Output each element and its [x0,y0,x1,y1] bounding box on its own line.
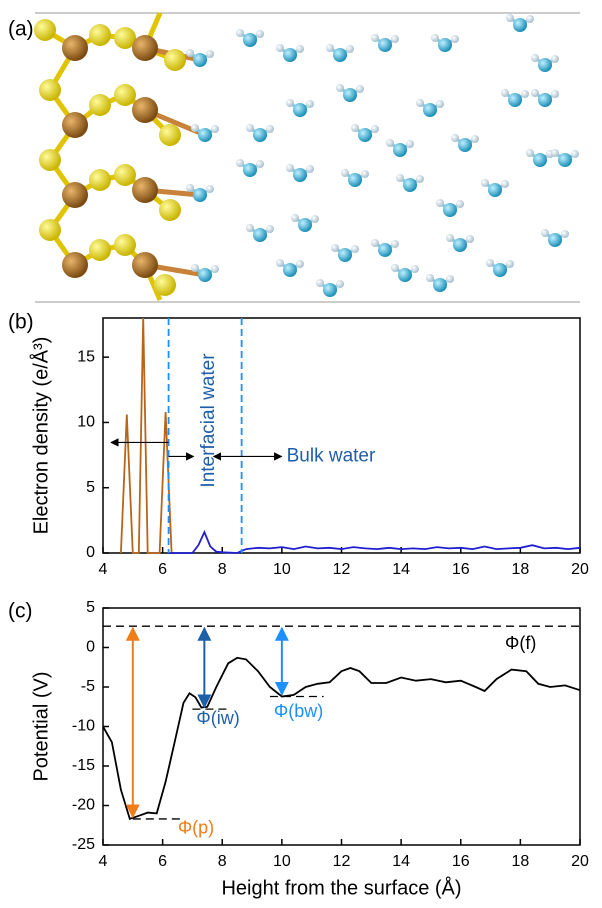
x-axis-label: Height from the surface (Å) [221,876,461,899]
y-tick-label: 5 [86,479,95,496]
figure: (a) (b) (c) 0 5 10 15 4 6 8 10 12 14 16 18 20 Electro… [0,0,602,908]
sulfur-atoms [34,19,186,296]
y-tick-label: 5 [86,599,95,616]
level-label: Φ(iw) [196,708,239,728]
plot-frame [103,318,580,553]
panel-label: (b) [8,311,34,334]
y-tick-label: -15 [72,757,95,774]
panel-label: (a) [8,18,34,41]
x-tick-label: 16 [452,853,470,870]
x-tick-label: 8 [218,561,227,578]
water-molecules [186,14,579,297]
metal-atoms [62,35,158,278]
y-tick-label: 15 [77,348,95,365]
data-line [169,532,580,553]
x-tick-label: 14 [392,561,410,578]
x-tick-label: 20 [571,561,589,578]
annotation: Bulk water [287,445,376,466]
x-tick-label: 14 [392,853,410,870]
x-tick-label: 12 [333,561,351,578]
structure-panel [34,13,580,302]
y-tick-label: -5 [81,678,95,695]
x-tick-label: 16 [452,561,470,578]
y-tick-label: -10 [72,718,95,735]
page: {"panel_labels":["(a)","(b)","(c)"], "ch… [0,0,602,908]
data-line [121,318,172,553]
bonds [45,13,175,300]
y-tick-label: 10 [77,414,95,431]
y-tick-label: 0 [86,544,95,561]
panel-label: (c) [8,600,33,623]
level-label: Φ(p) [178,818,214,838]
x-tick-label: 10 [273,853,291,870]
x-tick-label: 6 [158,853,167,870]
x-tick-label: 6 [158,561,167,578]
level-label: Φ(bw) [274,701,323,721]
level-label: Φ(f) [505,633,536,653]
x-tick-label: 4 [99,853,108,870]
y-tick-label: 0 [86,639,95,656]
x-tick-label: 4 [99,561,108,578]
y-axis-label: Potential (V) [30,671,52,781]
annotation: Interfacial water [198,353,219,488]
x-tick-label: 18 [511,853,529,870]
surface-bonds [145,48,205,275]
x-tick-label: 20 [571,853,589,870]
y-tick-label: -20 [72,797,95,814]
y-tick-label: -25 [72,836,95,853]
x-tick-label: 8 [218,853,227,870]
x-tick-label: 12 [333,853,351,870]
y-axis-label: Electron density (e/Å³) [29,337,52,535]
data-line [103,658,580,819]
x-tick-label: 18 [511,561,529,578]
x-tick-label: 10 [273,561,291,578]
